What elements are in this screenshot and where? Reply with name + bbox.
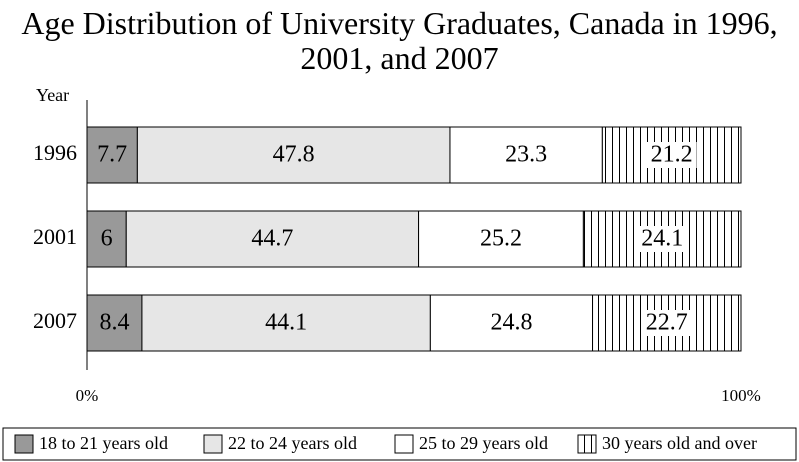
bar-segment xyxy=(141,294,431,352)
data-label: 8.4 xyxy=(99,310,129,336)
data-label: 24.8 xyxy=(490,310,532,336)
data-label: 44.1 xyxy=(265,310,307,336)
y-tick-label: 2007 xyxy=(33,308,77,333)
x-tick-label: 100% xyxy=(721,386,761,405)
data-label: 22.7 xyxy=(646,310,688,336)
legend-label: 25 to 29 years old xyxy=(419,433,548,453)
legend-swatch xyxy=(577,434,597,454)
legend-swatch xyxy=(394,434,414,454)
data-label: 21.2 xyxy=(651,142,693,168)
chart-title: Age Distribution of University Graduates… xyxy=(21,5,778,76)
data-label: 44.7 xyxy=(251,226,293,252)
bar-segment xyxy=(429,294,594,352)
x-tick-label: 0% xyxy=(76,386,99,405)
legend-label: 18 to 21 years old xyxy=(39,433,168,453)
bar-segment xyxy=(86,126,138,184)
label-bg xyxy=(646,142,697,168)
y-tick-label: 1996 xyxy=(33,140,77,165)
legend-box xyxy=(2,427,797,461)
label-bg xyxy=(641,310,692,336)
bar-segment xyxy=(86,210,127,268)
bar-segment xyxy=(449,126,603,184)
label-bg xyxy=(637,226,688,252)
legend-swatch xyxy=(203,434,223,454)
data-label: 23.3 xyxy=(505,142,547,168)
data-label: 7.7 xyxy=(97,142,127,168)
legend-swatch xyxy=(14,434,34,454)
legend-label: 22 to 24 years old xyxy=(228,433,357,453)
data-label: 24.1 xyxy=(641,226,683,252)
data-label: 25.2 xyxy=(480,226,522,252)
bar-segment xyxy=(136,126,451,184)
y-tick-label: 2001 xyxy=(33,224,77,249)
y-axis-label: Year xyxy=(36,85,69,105)
data-label: 47.8 xyxy=(273,142,315,168)
legend-label: 30 years old and over xyxy=(602,433,757,453)
bar-segment xyxy=(86,294,143,352)
data-label: 6 xyxy=(101,226,113,252)
